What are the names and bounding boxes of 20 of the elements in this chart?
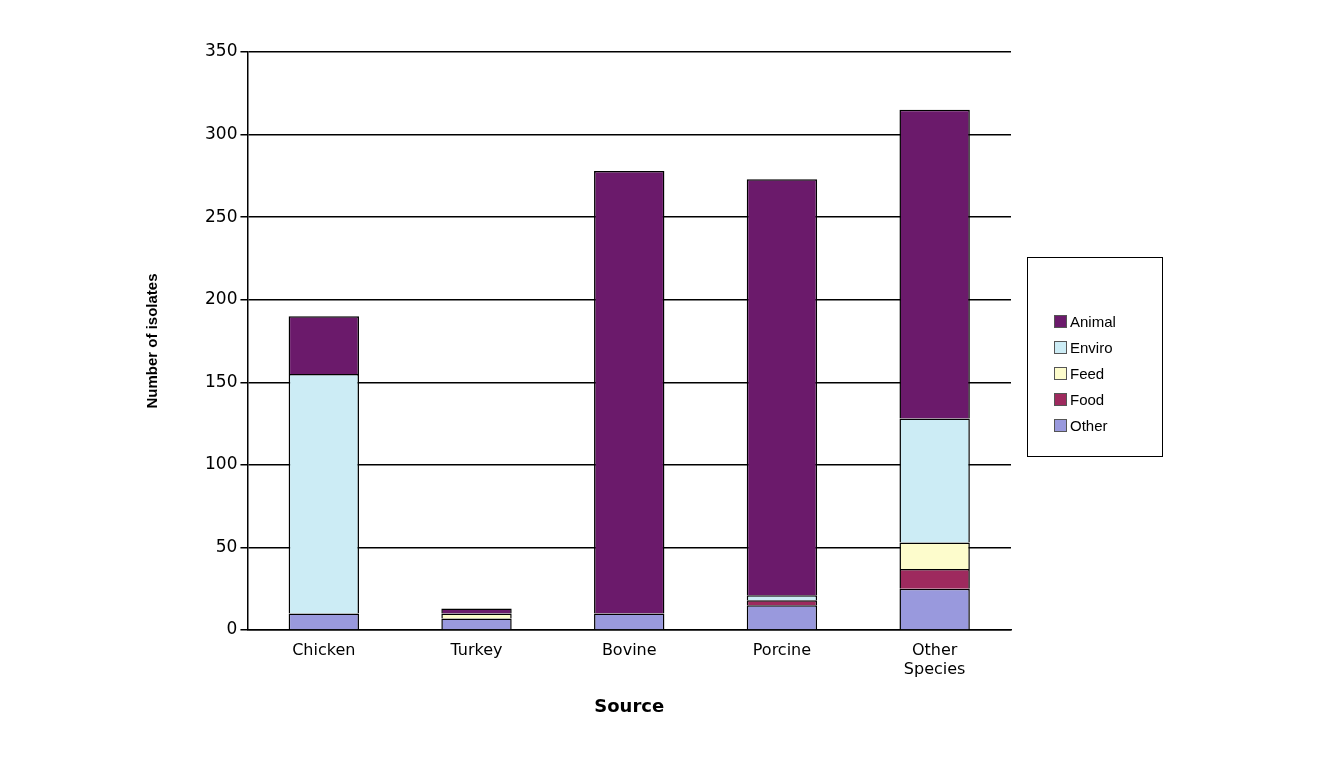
y-tick-label: 100 xyxy=(204,453,238,474)
y-tick-label: 300 xyxy=(204,122,238,143)
x-axis-title: Source xyxy=(594,694,665,716)
legend-label: Food xyxy=(1070,390,1105,408)
x-tick-label: Chicken xyxy=(292,639,356,659)
legend-label: Animal xyxy=(1070,312,1116,330)
x-tick-label: Porcine xyxy=(752,639,812,659)
legend-label: Enviro xyxy=(1070,338,1113,356)
y-tick-label: 250 xyxy=(204,205,238,226)
legend-label: Other xyxy=(1070,416,1108,434)
y-axis-title: Number of isolates xyxy=(143,273,161,409)
y-tick-label: 50 xyxy=(215,535,238,556)
y-tick-label: 200 xyxy=(204,288,238,309)
y-tick-label: 150 xyxy=(204,370,238,391)
x-tick-label: Other Species xyxy=(903,639,966,678)
y-tick-label: 350 xyxy=(204,40,238,61)
x-tick-label: Bovine xyxy=(601,639,657,659)
legend-label: Feed xyxy=(1070,364,1105,382)
y-tick-label: 0 xyxy=(226,618,238,639)
x-tick-label: Turkey xyxy=(449,639,503,659)
